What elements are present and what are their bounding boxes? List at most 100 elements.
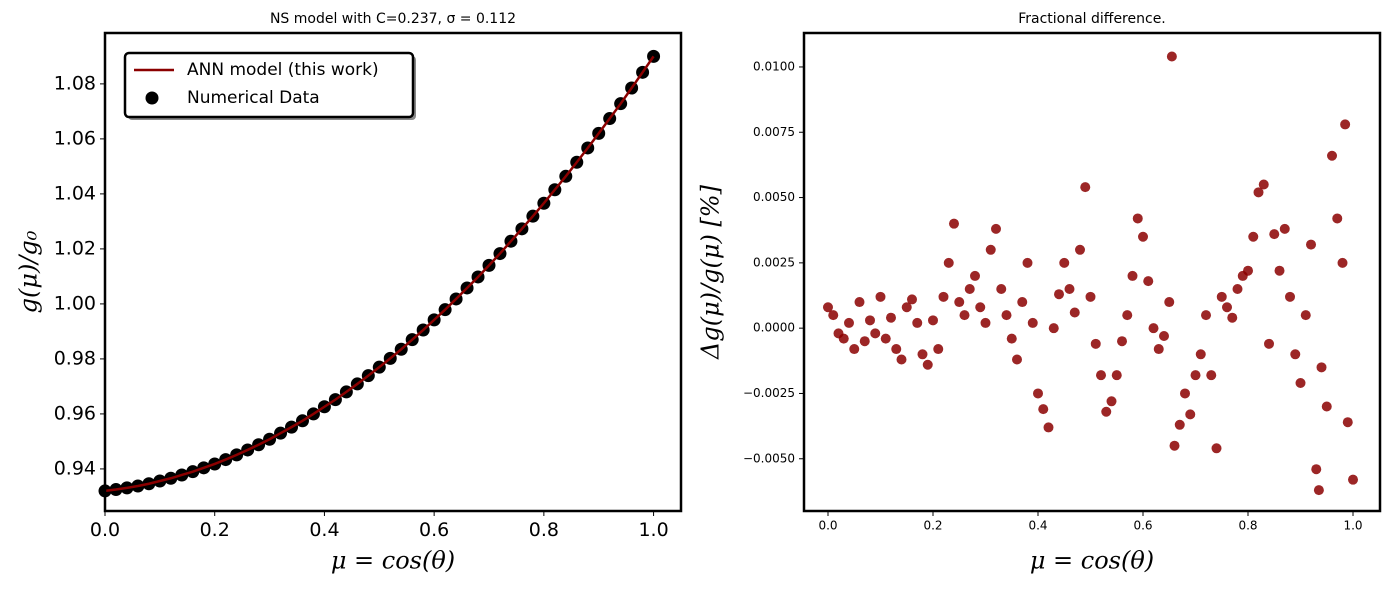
data-point xyxy=(980,317,991,328)
data-point xyxy=(1017,297,1028,308)
data-point xyxy=(828,310,839,321)
data-point xyxy=(1169,440,1180,451)
y-tick-label: 1.04 xyxy=(54,182,96,204)
data-point xyxy=(1027,317,1038,328)
x-tick-label: 1.0 xyxy=(1343,519,1362,533)
data-point xyxy=(975,302,986,313)
data-point xyxy=(917,349,928,360)
data-point xyxy=(1001,310,1012,321)
data-point xyxy=(1059,257,1070,268)
data-point xyxy=(1253,187,1264,198)
chart-title: Fractional difference. xyxy=(1018,11,1166,27)
data-point xyxy=(1264,338,1275,349)
data-point xyxy=(1269,229,1280,240)
data-point xyxy=(1143,276,1154,287)
x-tick-label: 0.6 xyxy=(419,519,449,541)
data-point xyxy=(1206,370,1217,381)
data-point xyxy=(843,317,854,328)
data-point xyxy=(1132,213,1143,224)
data-point xyxy=(1096,370,1107,381)
data-point xyxy=(1190,370,1201,381)
data-point xyxy=(1290,349,1301,360)
data-point xyxy=(1166,51,1177,62)
data-point xyxy=(1274,265,1285,276)
data-point xyxy=(1075,244,1086,255)
data-point xyxy=(1306,239,1317,250)
data-point xyxy=(1337,257,1348,268)
data-point xyxy=(1348,474,1359,485)
data-point xyxy=(927,315,938,326)
x-tick-label: 0.4 xyxy=(1028,519,1047,533)
data-point xyxy=(896,354,907,365)
y-tick-label: 1.08 xyxy=(54,72,96,94)
y-tick-label: 1.02 xyxy=(54,237,96,259)
data-point xyxy=(1216,291,1227,302)
y-tick-label: −0.0050 xyxy=(743,451,795,465)
data-point xyxy=(996,283,1007,294)
y-tick-label: 1.00 xyxy=(54,292,96,314)
x-tick-label: 0.0 xyxy=(90,519,120,541)
data-point xyxy=(859,336,870,347)
data-point xyxy=(912,317,923,328)
data-point xyxy=(1340,119,1351,130)
data-point xyxy=(870,328,881,339)
data-point xyxy=(1311,464,1322,475)
data-point xyxy=(1164,297,1175,308)
y-tick-label: 0.0075 xyxy=(753,125,795,139)
data-point xyxy=(880,333,891,344)
y-axis-label: Δg(μ)/g(μ) [%] xyxy=(697,184,725,360)
x-axis-label: μ = cos(θ) xyxy=(331,547,455,575)
chart-title: NS model with C=0.237, σ = 0.112 xyxy=(270,11,516,27)
axes: Fractional difference. 0.0 0.2 0.4 0.6 0.8 1.0… xyxy=(697,11,1382,575)
data-point xyxy=(1038,404,1049,415)
legend-label: Numerical Data xyxy=(187,88,320,108)
data-point xyxy=(822,302,833,313)
data-point xyxy=(1300,310,1311,321)
axes-frame xyxy=(802,31,1382,513)
data-point xyxy=(838,333,849,344)
data-point xyxy=(1195,349,1206,360)
data-point xyxy=(1327,150,1338,161)
data-point xyxy=(1279,223,1290,234)
data-point xyxy=(1090,338,1101,349)
data-point xyxy=(864,315,875,326)
data-point xyxy=(1069,307,1080,318)
line xyxy=(104,55,655,493)
data-point xyxy=(985,244,996,255)
legend-box xyxy=(123,51,415,119)
x-tick-label: 0.2 xyxy=(923,519,942,533)
data-point xyxy=(943,257,954,268)
y-tick-label: 0.0050 xyxy=(753,190,795,204)
y-tick-label: 0.96 xyxy=(54,402,96,424)
y-tick-label: 1.06 xyxy=(54,127,96,149)
data-point xyxy=(1332,213,1343,224)
data-point xyxy=(969,270,980,281)
data-point xyxy=(891,344,902,355)
x-tick-label: 0.8 xyxy=(529,519,559,541)
data-point xyxy=(964,283,975,294)
data-point xyxy=(885,312,896,323)
data-point xyxy=(1148,323,1159,334)
legend: ANN model (this work) Numerical Data xyxy=(123,51,415,119)
data-point xyxy=(1117,336,1128,347)
x-tick-label: 0.2 xyxy=(200,519,230,541)
axes: NS model with C=0.237, σ = 0.112 0.0 0.2 0.… xyxy=(15,11,683,575)
data-point xyxy=(1295,378,1306,389)
data-point xyxy=(1232,283,1243,294)
data-point xyxy=(1043,422,1054,433)
data-point xyxy=(1127,270,1138,281)
data-point xyxy=(1248,231,1259,242)
y-tick-label: 0.0025 xyxy=(753,255,795,269)
data-point xyxy=(901,302,912,313)
data-point xyxy=(959,310,970,321)
data-point xyxy=(1222,302,1233,313)
x-axis-label: μ = cos(θ) xyxy=(1030,547,1154,575)
data-point xyxy=(1085,291,1096,302)
data-point xyxy=(1006,333,1017,344)
axes-frame xyxy=(103,31,683,513)
data-point xyxy=(1048,323,1059,334)
data-point xyxy=(933,344,944,355)
series xyxy=(104,55,655,493)
